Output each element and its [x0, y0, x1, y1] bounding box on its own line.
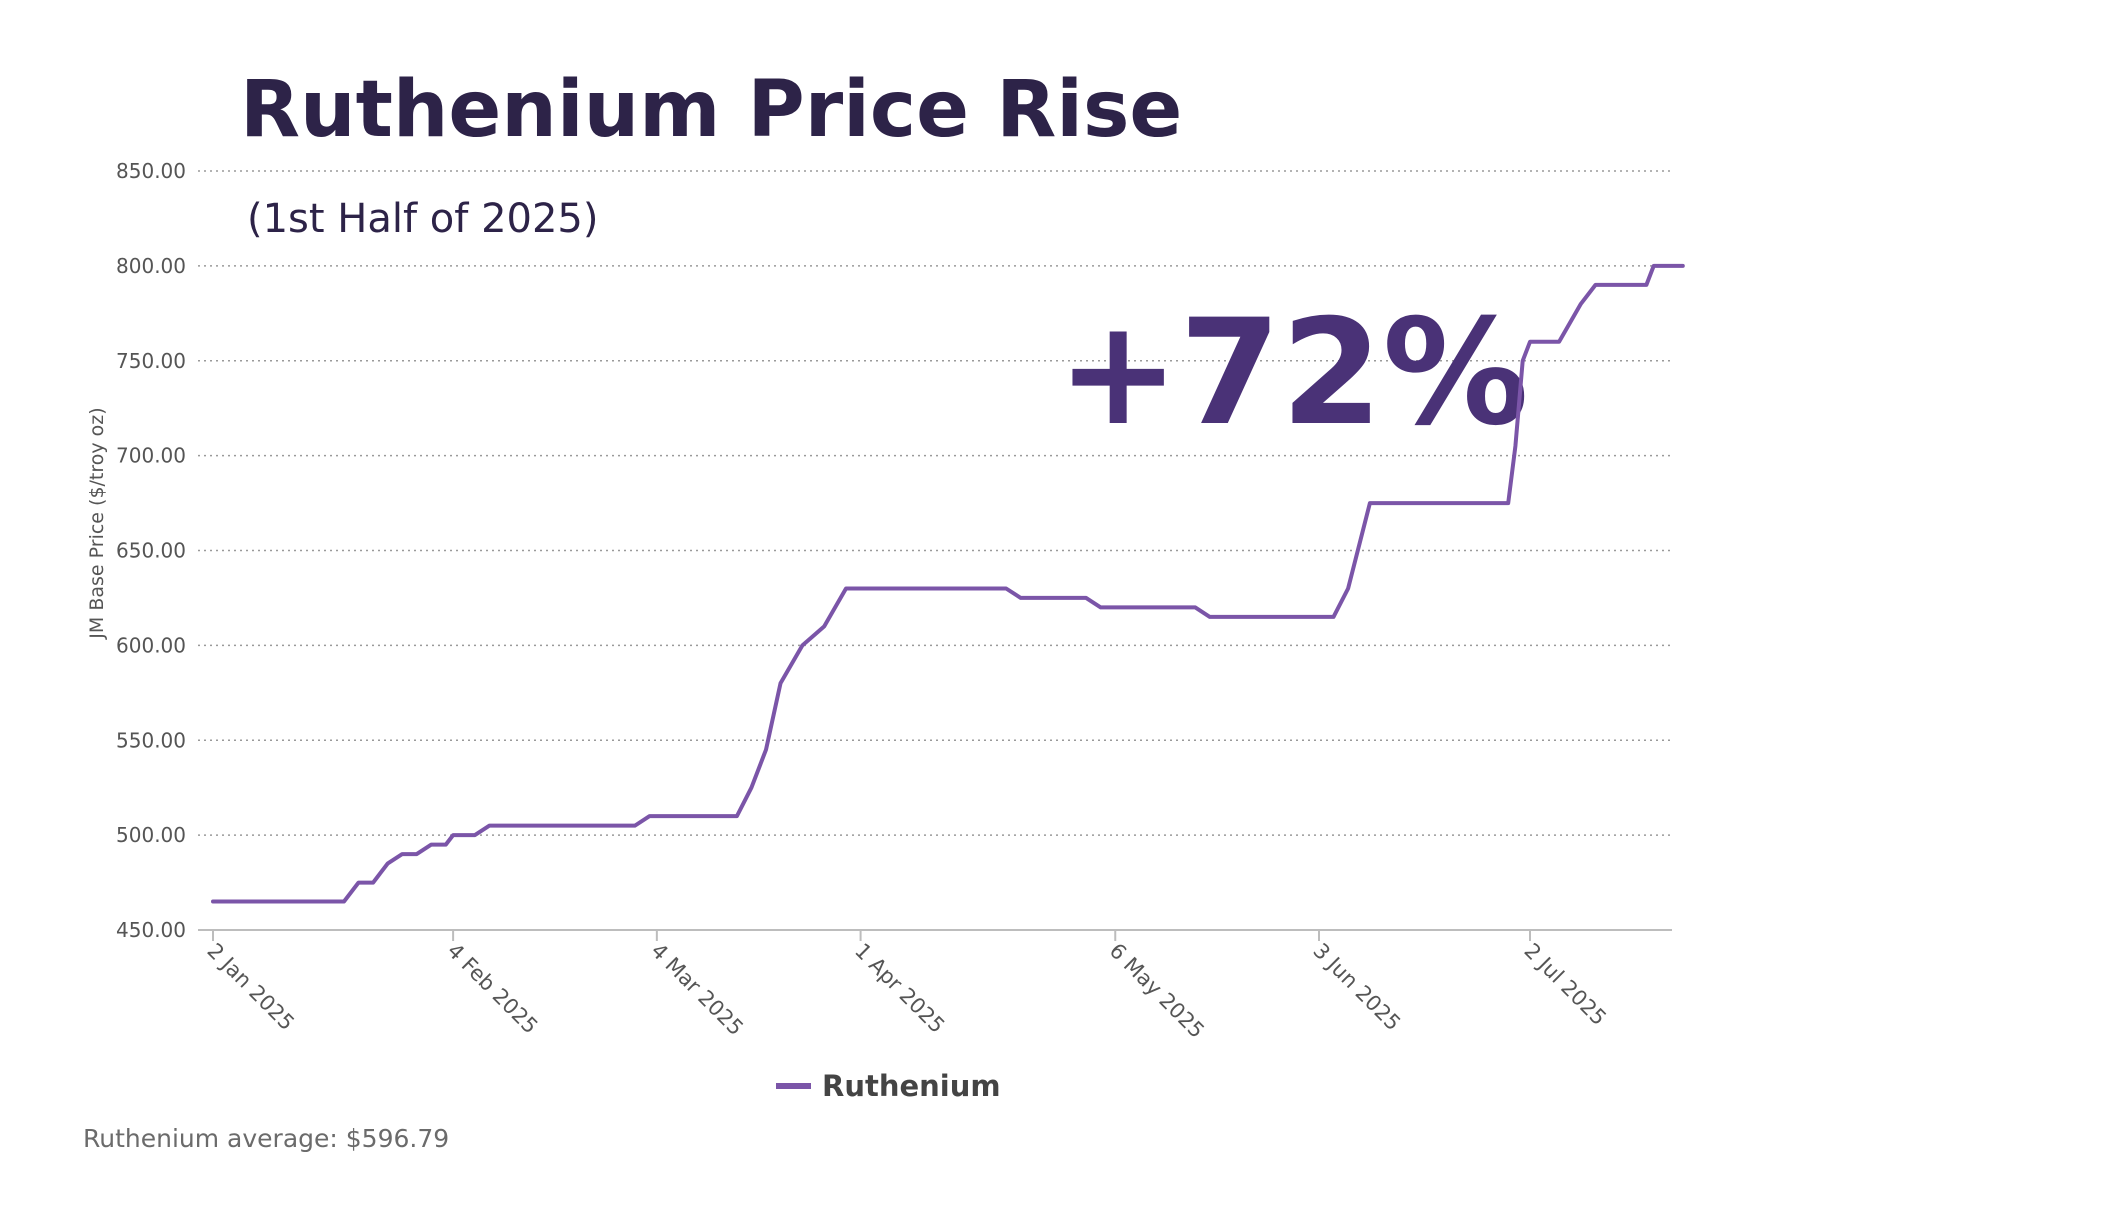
x-tick-label: 2 Jul 2025 — [1519, 939, 1611, 1031]
chart-title: Ruthenium Price Rise — [240, 65, 1182, 155]
y-tick-label: 550.00 — [116, 728, 186, 752]
x-tick-label: 1 Apr 2025 — [850, 939, 949, 1038]
chart-subtitle: (1st Half of 2025) — [247, 196, 598, 242]
y-axis-label: JM Base Price ($/troy oz) — [86, 407, 108, 639]
legend[interactable]: Ruthenium — [776, 1069, 1001, 1103]
y-tick-label: 450.00 — [116, 918, 186, 942]
percent-rise-annotation: +72% — [1057, 288, 1529, 458]
series-line-ruthenium — [211, 263, 1685, 904]
series-layer — [211, 263, 1685, 904]
x-tick-label: 6 May 2025 — [1105, 939, 1209, 1043]
y-tick-label: 700.00 — [116, 444, 186, 468]
y-tick-label: 750.00 — [116, 349, 186, 373]
average-footer: Ruthenium average: $596.79 — [83, 1124, 449, 1153]
y-tick-label: 500.00 — [116, 823, 186, 847]
legend-label-ruthenium: Ruthenium — [822, 1069, 1001, 1103]
x-tick-label: 2 Jan 2025 — [202, 939, 299, 1036]
y-tick-label: 600.00 — [116, 633, 186, 657]
y-tick-label: 850.00 — [116, 159, 186, 183]
x-tick-label: 4 Feb 2025 — [443, 939, 543, 1039]
y-tick-label: 650.00 — [116, 539, 186, 563]
x-tick-label: 4 Mar 2025 — [646, 939, 748, 1041]
y-tick-label: 800.00 — [116, 254, 186, 278]
x-tick-label: 3 Jun 2025 — [1308, 939, 1405, 1036]
